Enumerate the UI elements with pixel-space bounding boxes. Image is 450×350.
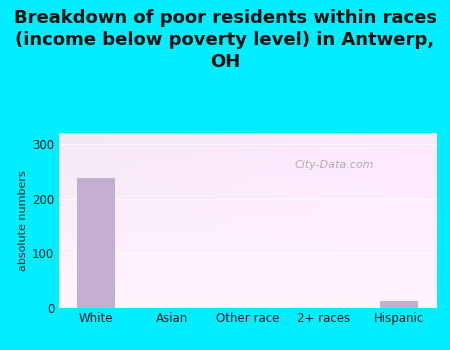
Text: Breakdown of poor residents within races
(income below poverty level) in Antwerp: Breakdown of poor residents within races… <box>14 9 436 71</box>
Y-axis label: absolute numbers: absolute numbers <box>18 170 28 271</box>
Text: City-Data.com: City-Data.com <box>295 160 374 169</box>
Bar <box>380 301 418 308</box>
Bar <box>77 178 115 308</box>
